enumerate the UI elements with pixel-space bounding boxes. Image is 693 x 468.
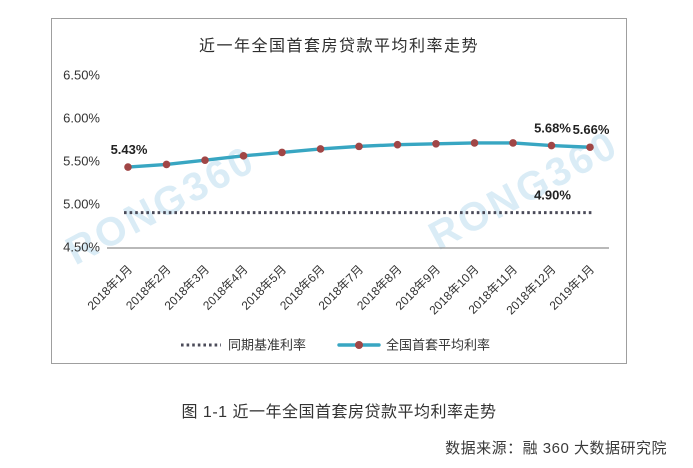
data-point (201, 156, 209, 164)
y-tick-label: 4.50% (63, 240, 100, 255)
data-point (278, 148, 286, 157)
figure-caption: 图 1-1 近一年全国首套房贷款平均利率走势 (181, 404, 497, 421)
data-point (239, 152, 248, 160)
data-point (393, 140, 402, 149)
data-point (316, 145, 325, 153)
value-annotation: 4.90% (534, 188, 571, 203)
data-point (124, 163, 132, 171)
chart-title: 近一年全国首套房贷款平均利率走势 (198, 38, 479, 55)
data-point (355, 142, 363, 151)
legend-average-label: 全国首套平均利率 (386, 338, 490, 353)
data-point (547, 141, 556, 150)
chart-panel: 近一年全国首套房贷款平均利率走势 RONG360 RONG360 6.50% 6.00… (51, 18, 627, 364)
data-point (586, 143, 594, 152)
legend-marker-dot (355, 341, 363, 349)
value-annotation: 5.68% (534, 121, 571, 136)
data-point (162, 160, 171, 169)
data-point (432, 140, 440, 148)
y-tick-label: 5.00% (63, 197, 100, 212)
data-source: 数据来源：融 360 大数据研究院 (445, 440, 667, 457)
data-point (470, 139, 479, 147)
y-tick-label: 5.50% (63, 154, 100, 169)
y-tick-label: 6.50% (63, 68, 100, 83)
data-point (509, 139, 517, 147)
value-annotation: 5.43% (111, 142, 148, 157)
value-annotation: 5.66% (573, 122, 610, 137)
legend-benchmark-label: 同期基准利率 (228, 338, 306, 353)
chart-plot: RONG360 RONG3606.50%6.00%5.50%5.00%4.50%2… (59, 68, 626, 353)
y-tick-label: 6.00% (63, 111, 100, 126)
